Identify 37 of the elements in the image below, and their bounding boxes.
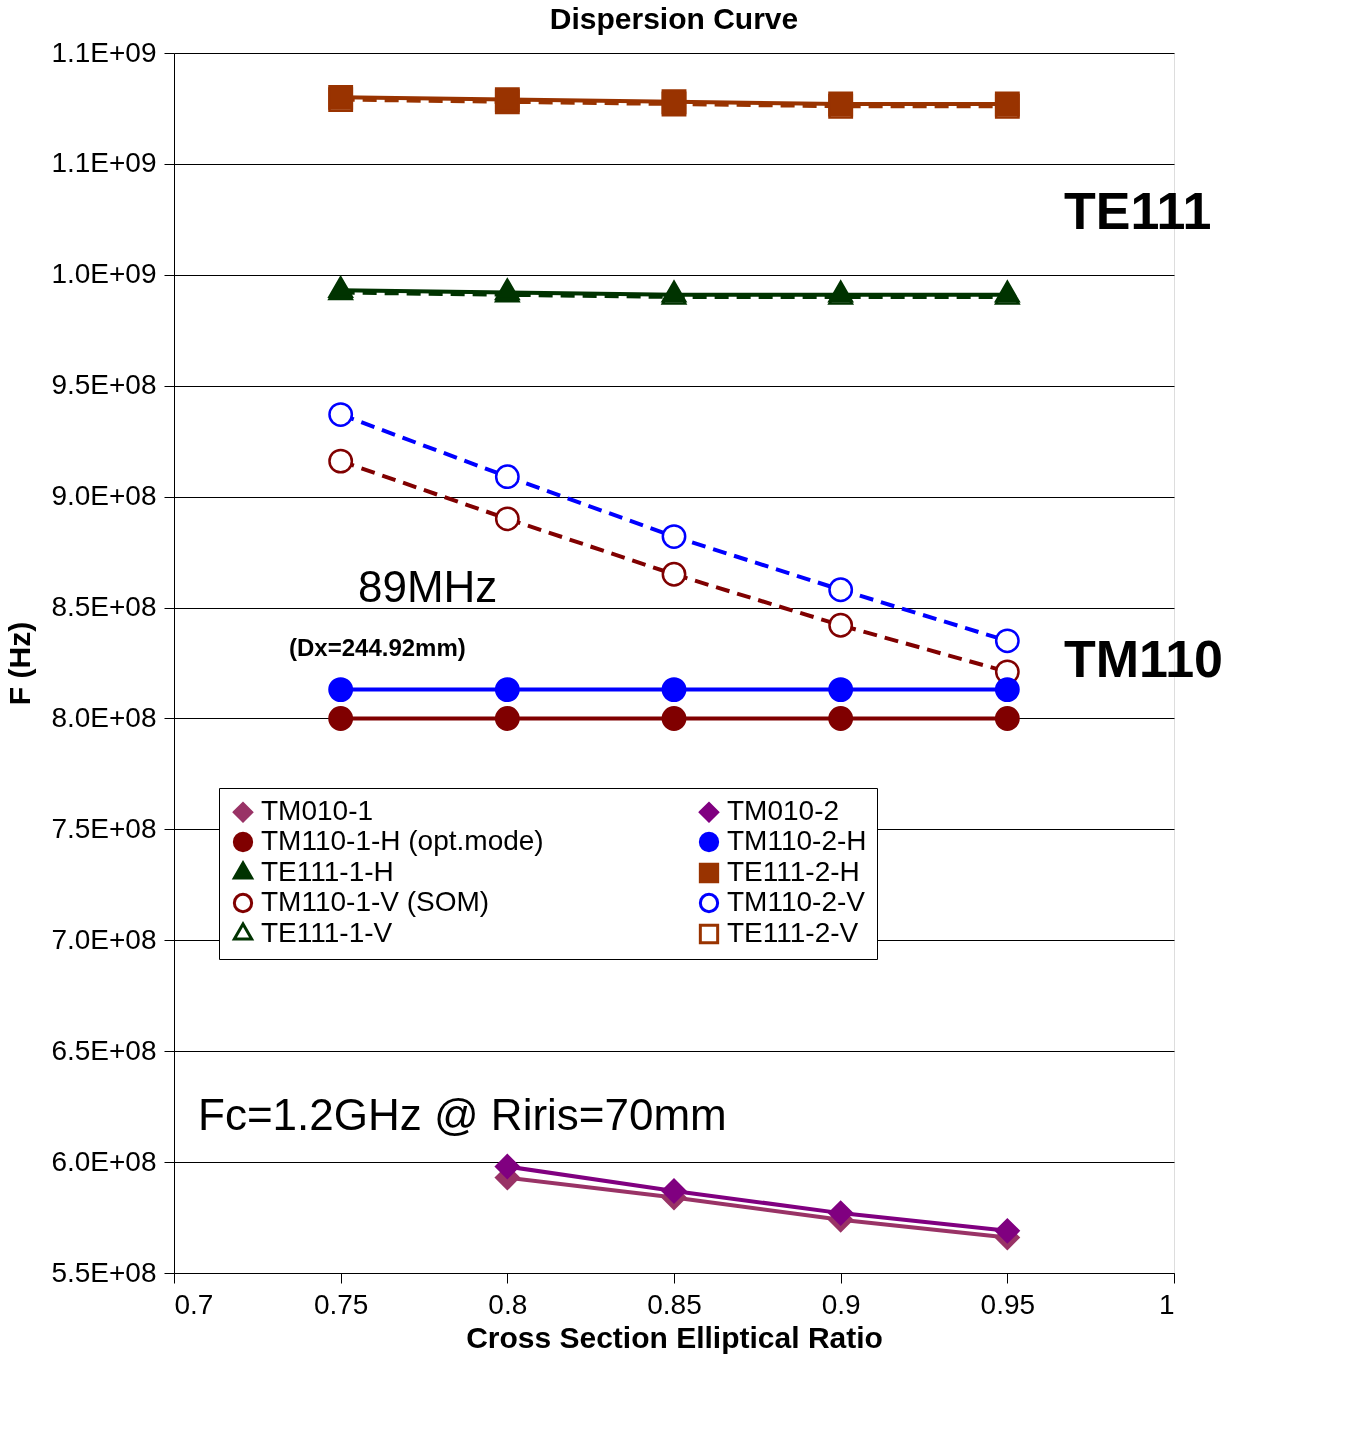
y-tick-label: 8.0E+08 [51,701,157,733]
legend-label: TE111-2-V [727,917,859,948]
y-tick-label: 9.5E+08 [51,369,157,401]
y-tick-label: 7.0E+08 [51,923,157,955]
y-tick-label: 6.5E+08 [51,1034,157,1066]
x-tick-label: 0.9 [821,1288,861,1320]
chart-title: Dispersion Curve [549,2,799,35]
y-tick-label: 9.0E+08 [51,480,157,512]
legend-label: TM010-2 [727,795,840,827]
legend-label: TM110-2-V [727,886,866,917]
y-tick-label: 1.0E+09 [51,258,157,290]
x-tick-label: 0.7 [174,1288,214,1320]
y-tick-label: 6.0E+08 [51,1145,157,1177]
y-tick-label: 1.1E+09 [51,147,157,179]
legend-label: TM110-1-V (SOM) [261,886,490,917]
x-tick-label: 0.85 [647,1288,702,1320]
annotation: (Dx=244.92mm) [289,634,466,661]
legend-label: TE111-2-H [727,856,860,887]
y-tick-label: 7.5E+08 [51,812,157,844]
x-tick-label: 1 [1158,1288,1175,1320]
x-axis-title: Cross Section Elliptical Ratio [466,1320,883,1354]
legend-label: TM110-1-H (opt.mode) [261,825,544,856]
x-tick-label: 0.75 [313,1288,369,1320]
y-tick-label: 1.1E+09 [51,36,157,68]
annotation: TE111 [1064,182,1212,240]
y-axis-title: F (Hz) [3,621,37,706]
annotation: 89MHz [358,562,498,611]
y-tick-label: 8.5E+08 [51,591,157,623]
x-tick-label: 0.8 [488,1288,528,1320]
legend-label: TE111-1-H [261,856,394,887]
y-tick-label: 5.5E+08 [51,1256,157,1288]
annotation: Fc=1.2GHz @ Riris=70mm [198,1090,727,1139]
x-tick-label: 0.95 [980,1288,1036,1320]
legend-label: TM010-1 [261,795,374,827]
legend-label: TE111-1-V [261,917,393,948]
legend-label: TM110-2-H [727,825,867,856]
annotation: TM110 [1064,630,1223,688]
